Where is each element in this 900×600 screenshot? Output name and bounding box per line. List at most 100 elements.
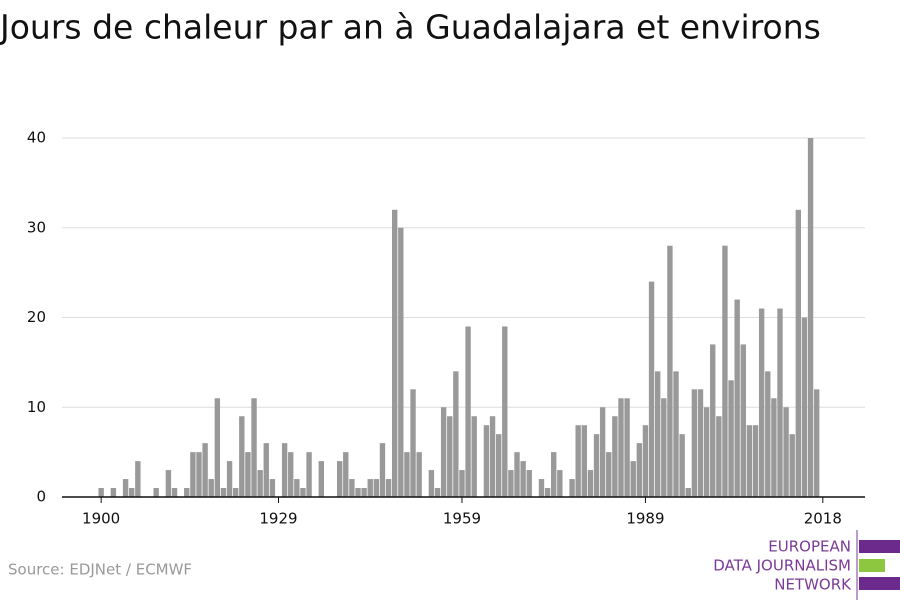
bar <box>349 479 355 497</box>
y-tick-label: 10 <box>27 398 46 416</box>
bar <box>214 398 221 497</box>
bar <box>697 389 704 497</box>
bar <box>171 488 178 497</box>
bar <box>165 470 172 497</box>
bar <box>306 452 312 497</box>
bar <box>208 479 214 497</box>
y-tick-label: 30 <box>27 218 46 236</box>
logo-text: EUROPEAN <box>768 538 851 556</box>
x-tick-label: 1929 <box>259 510 297 528</box>
bar <box>771 398 777 497</box>
bar <box>471 416 477 497</box>
y-tick-label: 40 <box>27 129 46 147</box>
y-tick-label: 20 <box>27 308 46 326</box>
bar <box>673 371 679 497</box>
bar <box>336 461 343 497</box>
bar <box>184 488 190 497</box>
bar <box>642 425 649 497</box>
bar <box>404 452 410 497</box>
bar <box>544 488 551 497</box>
bar <box>612 416 618 497</box>
bar <box>575 425 581 497</box>
bar <box>343 452 349 497</box>
bar <box>661 398 667 497</box>
bar <box>135 461 141 497</box>
bar <box>740 344 746 497</box>
bar <box>520 461 526 497</box>
bar <box>416 452 422 497</box>
bar <box>703 407 710 497</box>
bar <box>98 488 104 497</box>
bar <box>685 488 691 497</box>
bar <box>630 461 636 497</box>
bar <box>801 317 808 497</box>
bar <box>269 479 276 497</box>
bar <box>226 461 233 497</box>
bar <box>599 407 606 497</box>
chart-title: Jours de chaleur par an à Guadalajara et… <box>0 8 821 47</box>
bar <box>691 389 698 497</box>
bar <box>453 371 459 497</box>
bar <box>410 389 416 497</box>
bar <box>752 425 759 497</box>
bar <box>251 398 257 497</box>
bar <box>122 479 129 497</box>
bar <box>398 227 404 497</box>
bar <box>716 416 722 497</box>
bar <box>789 434 795 497</box>
bar <box>758 308 765 497</box>
bar <box>526 470 532 497</box>
bar <box>618 398 624 497</box>
bar <box>245 452 251 497</box>
bar <box>483 425 490 497</box>
bar <box>538 479 545 497</box>
bar <box>777 308 783 497</box>
bar <box>220 488 227 497</box>
bar <box>202 443 208 497</box>
bar <box>318 461 324 497</box>
bar <box>728 380 734 497</box>
bar <box>569 479 575 497</box>
bar <box>679 434 685 497</box>
bar <box>459 470 465 497</box>
bar <box>795 209 802 498</box>
bar <box>379 443 386 497</box>
bar <box>489 416 496 497</box>
bar <box>581 425 587 497</box>
bar <box>196 452 202 497</box>
bar <box>587 470 594 497</box>
x-tick-label: 1900 <box>82 510 120 528</box>
bar <box>440 407 447 497</box>
logo-text: NETWORK <box>774 576 852 594</box>
bar <box>190 452 196 497</box>
bar <box>239 416 245 497</box>
bar <box>465 326 471 497</box>
bar <box>300 488 306 497</box>
bar <box>361 488 367 497</box>
bar <box>746 425 753 497</box>
bar <box>281 443 288 497</box>
bar <box>373 479 380 497</box>
bar <box>667 245 673 497</box>
bar <box>232 488 239 497</box>
bar <box>636 443 643 497</box>
bar <box>606 452 612 497</box>
bar <box>495 434 502 497</box>
x-tick-label: 1959 <box>443 510 481 528</box>
bar <box>648 281 655 497</box>
bar <box>153 488 159 497</box>
source: Source: EDJNet / ECMWF <box>8 561 192 579</box>
bar <box>624 398 630 497</box>
bar <box>129 488 135 497</box>
logo-bar <box>859 540 900 553</box>
bar <box>502 326 508 497</box>
bar <box>783 407 789 497</box>
bar <box>813 389 820 497</box>
bar <box>514 452 520 497</box>
bar <box>263 443 269 497</box>
bar <box>807 138 814 497</box>
bar <box>355 488 361 497</box>
bar <box>392 209 398 498</box>
bar <box>367 479 373 497</box>
